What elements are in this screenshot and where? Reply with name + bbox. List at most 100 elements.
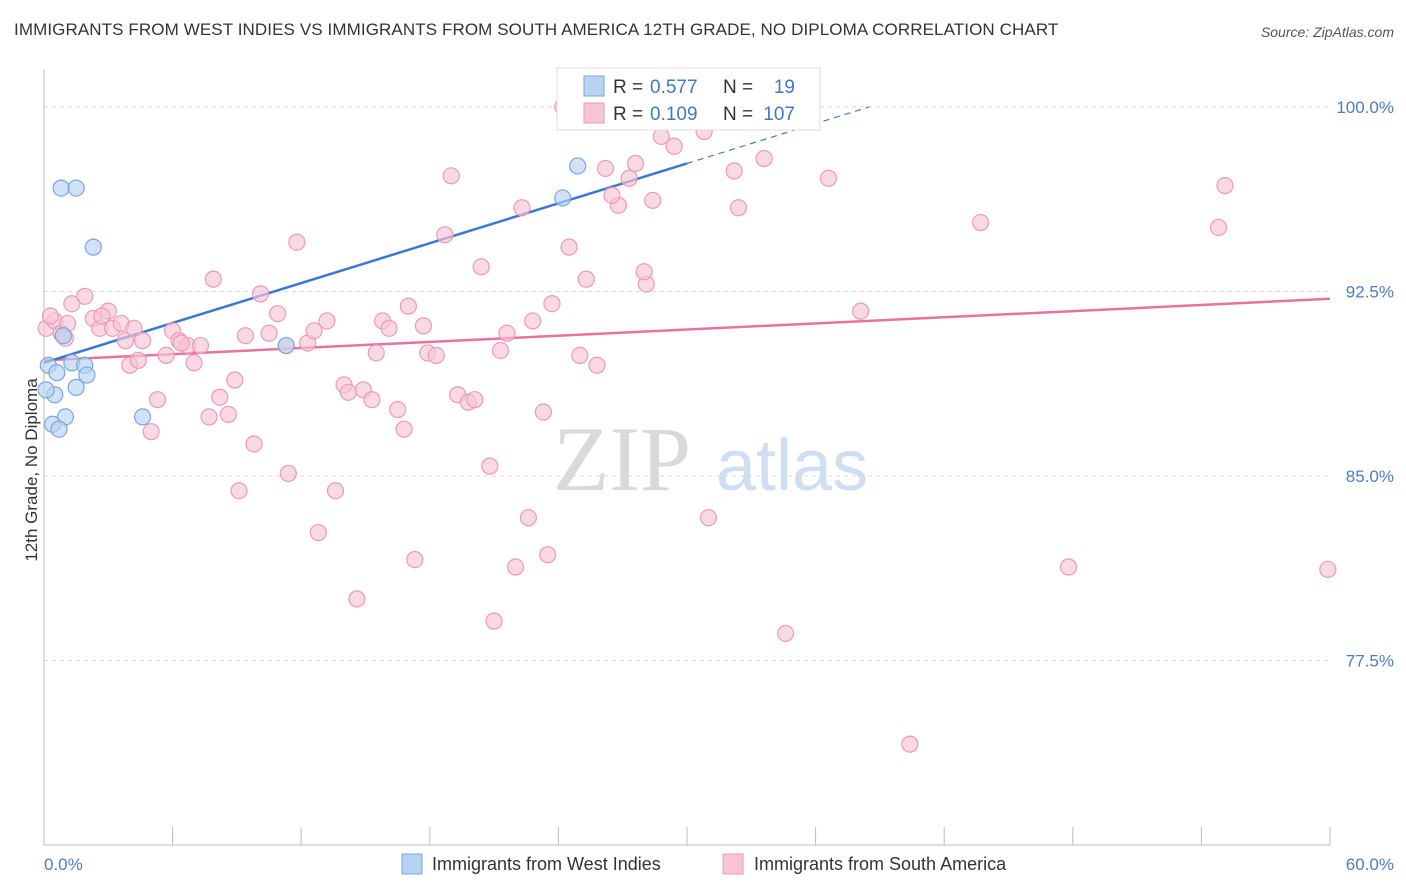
- point-south-america: [395, 420, 413, 438]
- point-south-america: [129, 351, 147, 369]
- point-south-america: [63, 295, 81, 313]
- point-south-america: [269, 304, 287, 323]
- point-south-america: [577, 270, 595, 288]
- point-south-america: [596, 159, 615, 178]
- point-south-america: [142, 423, 160, 441]
- point-south-america: [519, 509, 537, 527]
- point-south-america: [901, 735, 919, 753]
- point-south-america: [251, 285, 270, 303]
- point-south-america: [93, 307, 111, 325]
- legend-n-value-2: 107: [763, 104, 795, 125]
- point-south-america: [367, 344, 385, 362]
- point-south-america: [230, 482, 248, 500]
- legend-r-label-2: R =: [613, 104, 643, 125]
- point-south-america: [41, 307, 60, 325]
- point-south-america: [76, 287, 94, 305]
- point-south-america: [498, 324, 516, 342]
- point-south-america: [414, 317, 432, 335]
- point-south-america: [588, 356, 606, 374]
- point-south-america: [539, 546, 557, 564]
- point-south-america: [363, 391, 381, 409]
- point-south-america: [125, 319, 143, 337]
- point-south-america: [185, 354, 203, 372]
- point-south-america: [481, 457, 499, 475]
- point-south-america: [729, 199, 748, 217]
- point-south-america: [571, 346, 589, 364]
- point-south-america: [626, 154, 645, 173]
- y-tick-label: 100.0%: [1336, 98, 1394, 117]
- point-south-america: [236, 327, 255, 345]
- y-tick-label: 77.5%: [1346, 651, 1394, 670]
- trend-lines: [43, 106, 1331, 364]
- point-south-america: [348, 590, 366, 608]
- y-axis-title: 12th Grade, No Diploma: [22, 378, 41, 562]
- legend-n-label-1: N =: [723, 77, 753, 98]
- point-west-indies: [54, 327, 72, 345]
- point-south-america: [148, 391, 167, 409]
- point-south-america: [260, 324, 278, 342]
- point-west-indies: [37, 381, 55, 399]
- point-south-america: [1216, 177, 1234, 195]
- point-south-america: [506, 558, 525, 576]
- bottom-legend-swatch-west-indies: [401, 853, 423, 875]
- point-south-america: [226, 371, 244, 389]
- point-south-america: [288, 233, 306, 251]
- point-west-indies: [133, 408, 152, 426]
- bottom-legend-swatch-south-america: [722, 853, 744, 875]
- point-west-indies: [569, 157, 587, 175]
- point-west-indies: [78, 366, 96, 384]
- point-south-america: [513, 199, 531, 217]
- point-west-indies: [554, 189, 572, 207]
- point-south-america: [543, 295, 561, 313]
- point-south-america: [819, 169, 838, 187]
- point-south-america: [380, 319, 398, 337]
- point-south-america: [406, 551, 424, 569]
- point-south-america: [399, 297, 417, 315]
- point-south-america: [200, 408, 218, 426]
- point-south-america: [699, 509, 718, 527]
- bottom-legend-label-south-america: Immigrants from South America: [754, 854, 1007, 874]
- point-south-america: [436, 226, 454, 244]
- point-south-america: [491, 341, 510, 360]
- point-west-indies: [67, 179, 85, 197]
- legend-swatch-west-indies: [583, 75, 605, 97]
- point-south-america: [191, 336, 210, 355]
- point-west-indies: [67, 378, 85, 396]
- point-west-indies: [48, 364, 66, 382]
- point-south-america: [389, 400, 407, 419]
- point-west-indies: [84, 238, 102, 256]
- axes: [43, 70, 1331, 846]
- point-south-america: [755, 149, 773, 168]
- point-west-indies: [277, 336, 295, 355]
- point-south-america: [635, 263, 653, 281]
- point-south-america: [172, 334, 190, 352]
- watermark-zip: ZIP: [553, 408, 691, 510]
- data-points: [37, 98, 1337, 753]
- legend-n-value-1: 19: [774, 77, 795, 98]
- point-south-america: [560, 238, 578, 256]
- point-south-america: [725, 162, 743, 180]
- point-south-america: [427, 346, 445, 364]
- point-south-america: [644, 191, 662, 209]
- legend-r-label-1: R =: [613, 77, 643, 98]
- point-south-america: [524, 312, 542, 330]
- trend-line-south-america: [43, 297, 1331, 362]
- point-south-america: [133, 332, 152, 350]
- x-tick-label-min: 0.0%: [44, 855, 83, 874]
- point-south-america: [442, 167, 460, 185]
- point-south-america: [1209, 218, 1228, 237]
- legend-n-label-2: N =: [723, 104, 753, 125]
- point-south-america: [852, 302, 870, 320]
- trend-line-west-indies: [43, 162, 688, 364]
- point-south-america: [466, 391, 484, 409]
- source-credit: Source: ZipAtlas.com: [1260, 24, 1394, 40]
- point-south-america: [776, 624, 795, 643]
- point-south-america: [665, 137, 683, 155]
- point-south-america: [204, 270, 222, 288]
- point-south-america: [211, 388, 229, 406]
- x-tick-label-max: 60.0%: [1346, 855, 1394, 874]
- point-south-america: [245, 435, 263, 453]
- point-south-america: [279, 464, 297, 483]
- y-tick-label: 85.0%: [1346, 467, 1394, 486]
